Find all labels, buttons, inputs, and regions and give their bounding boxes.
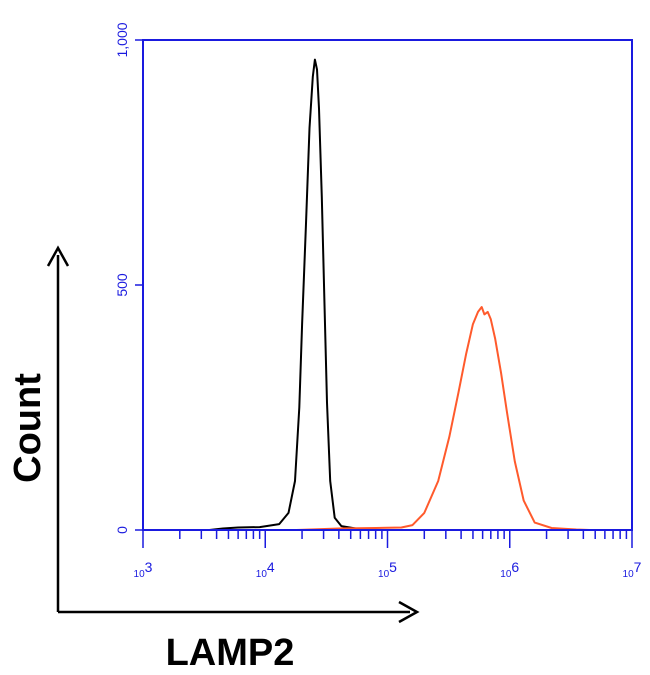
histogram-series-2 (296, 306, 590, 531)
x-tick-label: 104 (256, 559, 275, 580)
histogram-series-1 (209, 58, 369, 531)
x-tick-label: 103 (134, 559, 153, 580)
y-axis-arrowhead (46, 245, 70, 267)
y-axis-title: Count (7, 373, 49, 483)
series-layer (209, 58, 590, 531)
x-tick-label: 106 (500, 559, 519, 580)
axis-arrows (46, 245, 420, 624)
y-axis-ticks: 0 500 1,000 (114, 22, 143, 534)
x-axis-title: LAMP2 (166, 632, 295, 674)
y-tick-label: 500 (114, 273, 130, 297)
y-tick-label: 0 (114, 526, 130, 534)
y-tick-label: 1,000 (114, 22, 130, 57)
x-tick-label: 107 (623, 559, 642, 580)
x-axis-ticks: 103 104 105 106 107 (134, 530, 642, 580)
x-axis-arrowhead (398, 600, 420, 624)
x-tick-label: 105 (378, 559, 397, 580)
